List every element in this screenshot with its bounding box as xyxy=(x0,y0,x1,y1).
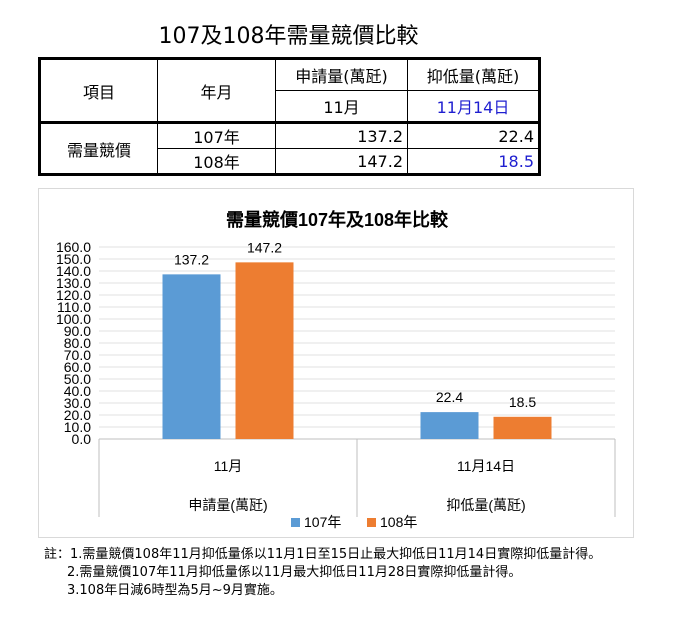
chart-title: 需量競價107年及108年比較 xyxy=(226,209,449,230)
legend-label: 107年 xyxy=(304,514,341,530)
chart-frame: 需量競價107年及108年比較 0.0 10.0 20.0 30.0 40.0 50.0 60… xyxy=(38,188,634,538)
bar-chart: 需量競價107年及108年比較 0.010.020.030.040.050.060… xyxy=(56,209,616,530)
y-tick-label: 150.0 xyxy=(56,251,91,267)
y-tick-label: 100.0 xyxy=(56,311,91,327)
y-tick-label: 40.0 xyxy=(64,383,91,399)
note-line: 註：1.需量競價108年11月抑低量係以11月1日至15日止最大抑低日11月14… xyxy=(44,547,602,562)
bar xyxy=(420,412,479,439)
y-tick-label: 50.0 xyxy=(64,371,91,387)
y-tick-label: 20.0 xyxy=(64,407,91,423)
x-group-label: 抑低量(萬瓩) xyxy=(446,497,525,513)
y-tick-label: 110.0 xyxy=(57,299,91,315)
bar xyxy=(162,274,221,439)
y-tick-label: 120.0 xyxy=(56,287,91,303)
header-request: 申請量(萬瓩) xyxy=(275,58,408,91)
notes: 註：1.需量競價108年11月抑低量係以11月1日至15日止最大抑低日11月14… xyxy=(44,546,601,600)
y-tick-label: 160.0 xyxy=(56,239,91,255)
legend-label: 108年 xyxy=(380,514,417,530)
bar xyxy=(235,262,294,439)
y-tick-label: 10.0 xyxy=(64,419,91,435)
y-tick-label: 0.0 xyxy=(72,431,92,447)
y-tick-label: 80.0 xyxy=(64,335,91,351)
y-tick-label: 30.0 xyxy=(64,395,91,411)
header-curtail: 抑低量(萬瓩) xyxy=(407,58,540,91)
data-label: 137.2 xyxy=(174,251,209,267)
row-year: 107年 xyxy=(157,121,276,149)
x-category-label: 11月14日 xyxy=(457,458,515,474)
x-group-label: 申請量(萬瓩) xyxy=(188,497,267,513)
note-line: 2.需量競價107年11月抑低量係以11月最大抑低日11月28日實際抑低量計得。 xyxy=(67,565,522,580)
header-item: 項目 xyxy=(39,58,158,123)
note-line: 3.108年日減6時型為5月~9月實施。 xyxy=(67,583,283,598)
summary-table: 項目 年月 申請量(萬瓩) 抑低量(萬瓩) 11月 11月14日 需量競價 10… xyxy=(38,57,541,176)
y-tick-label: 90.0 xyxy=(64,323,91,339)
sub-curtail: 11月14日 xyxy=(407,90,540,123)
data-label: 22.4 xyxy=(436,389,463,405)
row-label: 需量競價 xyxy=(39,121,158,175)
y-tick-label: 140.0 xyxy=(56,263,91,279)
header-month: 年月 xyxy=(157,58,276,123)
row-year: 108年 xyxy=(157,148,276,175)
data-label: 18.5 xyxy=(509,394,536,410)
y-tick-label: 70.0 xyxy=(64,347,91,363)
row-request: 137.2 xyxy=(275,121,408,149)
x-category-label: 11月 xyxy=(214,458,243,474)
row-curtail: 18.5 xyxy=(407,148,540,175)
y-tick-label: 130.0 xyxy=(56,275,91,291)
data-label: 147.2 xyxy=(247,239,282,255)
sub-request: 11月 xyxy=(275,90,408,123)
bar xyxy=(493,416,552,439)
legend-swatch xyxy=(291,518,300,527)
row-curtail: 22.4 xyxy=(407,121,540,149)
row-request: 147.2 xyxy=(275,148,408,175)
legend-swatch xyxy=(367,518,376,527)
page-title: 107及108年需量競價比較 xyxy=(158,24,419,49)
y-tick-label: 60.0 xyxy=(64,359,91,375)
